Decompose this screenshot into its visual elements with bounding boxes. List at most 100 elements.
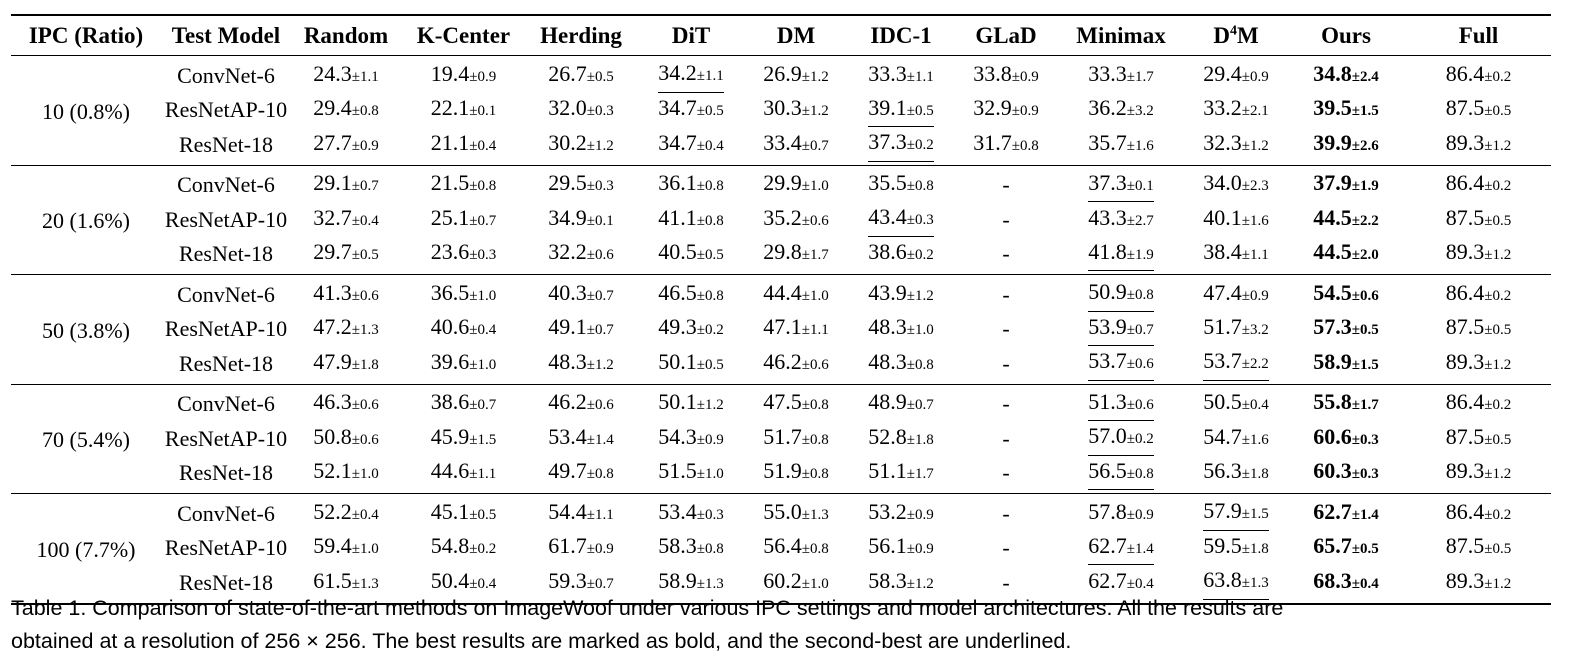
value: 32.0±0.3 (548, 93, 613, 127)
best-value: 65.7±0.5 (1313, 531, 1378, 565)
std-value: ±0.5 (1351, 322, 1379, 338)
table-row: 70 (5.4%) ConvNet-6 46.3±0.6 38.6±0.7 46.2±0… (11, 384, 1551, 453)
mean-value: 50.9 (1088, 279, 1127, 304)
result-cell: 30.2±1.2 (526, 127, 636, 165)
mean-value: 61.7 (548, 533, 587, 558)
std-value: ±0.8 (469, 178, 497, 194)
result-cell: 55.0±1.3 (746, 494, 846, 531)
value: 59.4±1.0 (313, 531, 378, 565)
value: 87.5±0.5 (1446, 93, 1511, 127)
result-cell: 32.0±0.3 (526, 93, 636, 128)
std-value: ±0.3 (1351, 431, 1379, 448)
result-cell: 38.4±1.1 (1186, 237, 1286, 275)
column-header: DiT (671, 22, 711, 48)
result-cell: 22.1±0.1 (401, 93, 526, 128)
result-cell: 53.2±0.9 (846, 494, 956, 531)
table-row: ResNet-18 27.7±0.9 21.1±0.4 30.2±1.2 34.7±0.… (11, 127, 1551, 165)
std-value: ±1.2 (1484, 466, 1512, 482)
result-cell: 41.3±0.6 (291, 275, 401, 312)
value: 40.3±0.7 (548, 278, 613, 312)
mean-value: 30.2 (548, 129, 587, 155)
mean-value: 39.5 (1313, 95, 1352, 120)
mean-value: 44.4 (763, 279, 802, 305)
mean-value: 32.2 (548, 239, 587, 264)
result-cell: 34.2±1.1 (636, 56, 746, 93)
std-value: ±0.3 (469, 247, 497, 263)
mean-value: 53.4 (658, 498, 697, 524)
std-value: ±1.2 (1484, 137, 1512, 154)
std-value: ±1.5 (1351, 103, 1379, 119)
value: 33.2±2.1 (1203, 93, 1268, 127)
second-best-value: 39.1±0.5 (868, 93, 934, 127)
mean-value: 51.7 (1203, 314, 1242, 339)
result-cell: 44.5±2.2 (1286, 202, 1406, 237)
mean-value: 86.4 (1445, 170, 1485, 195)
std-value: ±0.2 (1126, 431, 1154, 447)
result-cell: 45.1±0.5 (401, 494, 526, 531)
mean-value: 54.8 (430, 533, 470, 558)
column-header: D4M (1213, 22, 1259, 48)
ipc-ratio-cell: 100 (7.7%) (36, 536, 136, 562)
test-model-cell: ResNet-18 (178, 569, 274, 595)
result-cell: 21.1±0.4 (401, 127, 526, 165)
result-cell: 89.3±1.2 (1406, 346, 1551, 384)
std-value: ±0.9 (586, 541, 614, 557)
mean-value: 46.2 (548, 389, 587, 414)
value: 60.2±1.0 (763, 566, 828, 600)
std-value: ±1.5 (1241, 506, 1269, 522)
value: - (1002, 239, 1009, 269)
result-cell: 44.6±1.1 (401, 456, 526, 494)
value: - (1002, 349, 1009, 379)
std-value: ±3.2 (1126, 103, 1154, 119)
std-value: ±1.0 (801, 287, 829, 304)
std-value: ±0.6 (1126, 396, 1154, 413)
second-best-value: 41.8±1.9 (1088, 237, 1154, 271)
result-cell: 39.9±2.6 (1286, 127, 1406, 165)
mean-value: 53.7 (1088, 348, 1127, 373)
result-cell: 37.3±0.2 (846, 127, 956, 165)
std-value: ±0.3 (906, 212, 934, 228)
result-cell: 37.9±1.9 (1286, 165, 1406, 202)
mean-value: 34.7 (658, 129, 697, 155)
std-value: ±0.2 (696, 322, 724, 338)
column-header: IDC-1 (870, 22, 932, 48)
mean-value: 86.4 (1445, 389, 1485, 414)
std-value: ±1.5 (1351, 356, 1379, 373)
results-table-container: IPC (Ratio) Test Model Random K-Center Herdi… (11, 14, 1551, 605)
result-cell: 23.6±0.3 (401, 237, 526, 275)
value: 29.5±0.3 (548, 168, 613, 202)
result-cell: 50.4±0.4 (401, 565, 526, 604)
value: 21.5±0.8 (431, 168, 496, 202)
std-value: ±1.2 (1484, 575, 1512, 592)
table-row: ResNet-18 52.1±1.0 44.6±1.1 49.7±0.8 51.5±1.… (11, 456, 1551, 494)
header-row: IPC (Ratio) Test Model Random K-Center Herdi… (11, 15, 1551, 56)
std-value: ±0.3 (586, 103, 614, 119)
value: 58.3±1.2 (868, 566, 933, 600)
value: 33.8±0.9 (973, 59, 1038, 93)
value: 29.7±0.5 (313, 237, 378, 271)
second-best-value: 34.2±1.1 (658, 58, 724, 93)
value: 45.9±1.5 (431, 422, 496, 456)
mean-value: - (1002, 391, 1010, 416)
test-model-cell: ConvNet-6 (177, 500, 275, 526)
mean-value: 38.4 (1203, 239, 1242, 264)
value: 41.3±0.6 (313, 278, 378, 312)
ipc-ratio-cell: 10 (0.8%) (42, 98, 130, 124)
result-cell: 54.8±0.2 (401, 531, 526, 566)
value: 89.3±1.2 (1446, 347, 1511, 381)
mean-value: 86.4 (1445, 279, 1485, 305)
value: - (1002, 280, 1009, 310)
mean-value: 89.3 (1445, 458, 1485, 483)
result-cell: 68.3±0.4 (1286, 565, 1406, 604)
best-value: 60.6±0.3 (1313, 422, 1378, 456)
mean-value: - (1002, 172, 1010, 197)
result-cell: 46.2±0.6 (526, 384, 636, 421)
table-row: ResNetAP-10 29.4±0.8 22.1±0.1 32.0±0.3 34.7±… (11, 93, 1551, 128)
value: 87.5±0.5 (1446, 422, 1511, 456)
std-value: ±0.8 (1126, 465, 1154, 482)
second-best-value: 53.7±0.6 (1088, 346, 1154, 381)
mean-value: 35.7 (1088, 129, 1127, 155)
value: 29.8±1.7 (763, 237, 828, 271)
value: 61.7±0.9 (548, 531, 613, 565)
result-cell: 52.2±0.4 (291, 494, 401, 531)
